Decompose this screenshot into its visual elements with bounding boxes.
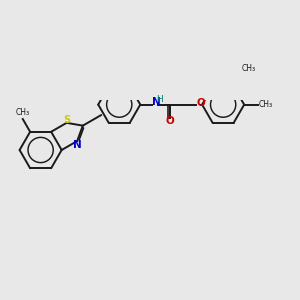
Text: N: N: [73, 140, 82, 150]
Text: CH₃: CH₃: [259, 100, 273, 109]
Text: N: N: [152, 97, 161, 107]
Text: CH₃: CH₃: [241, 64, 255, 74]
Text: O: O: [196, 98, 206, 107]
Text: CH₃: CH₃: [16, 108, 30, 117]
Text: O: O: [165, 116, 174, 126]
Text: H: H: [156, 95, 163, 104]
Text: S: S: [63, 115, 70, 125]
